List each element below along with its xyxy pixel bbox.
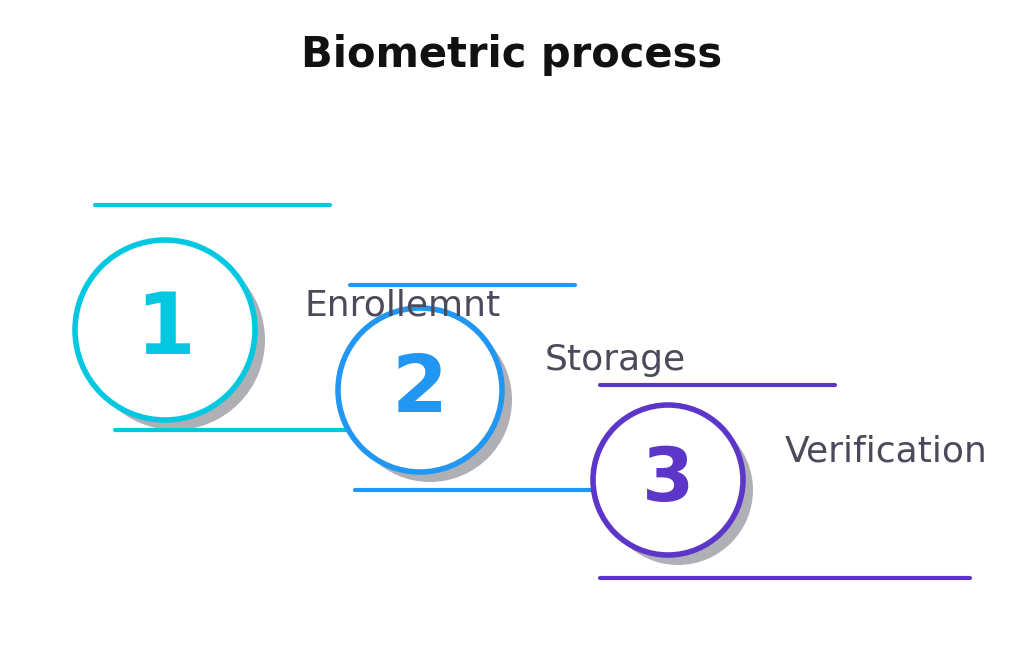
Text: 1: 1 [135, 289, 195, 371]
Circle shape [603, 415, 753, 565]
Text: Storage: Storage [545, 343, 686, 377]
Circle shape [75, 240, 255, 420]
Circle shape [338, 308, 502, 472]
Text: 3: 3 [642, 444, 694, 517]
Text: 2: 2 [392, 351, 449, 429]
Circle shape [348, 318, 512, 482]
Text: Biometric process: Biometric process [301, 34, 723, 76]
Text: Verification: Verification [785, 435, 988, 469]
Circle shape [85, 250, 265, 430]
Circle shape [593, 405, 743, 555]
Text: Enrollemnt: Enrollemnt [305, 288, 502, 322]
